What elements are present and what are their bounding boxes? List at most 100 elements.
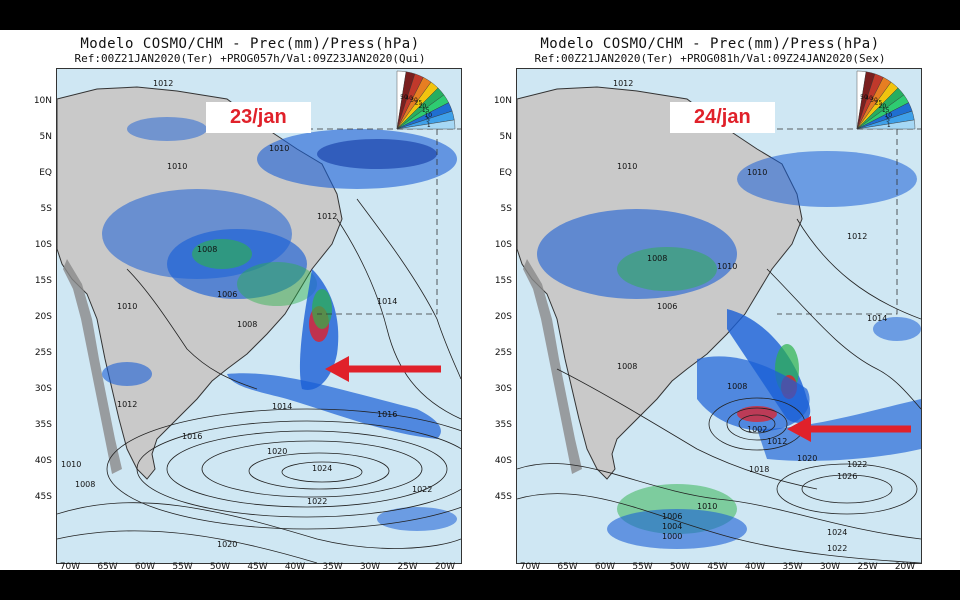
isobar-label: 1012 (847, 232, 867, 241)
isobar-label: 1012 (153, 79, 173, 88)
isobar-label: 1024 (312, 464, 332, 473)
isobar-label: 1010 (167, 162, 187, 171)
latitude-tick: 15S (34, 276, 52, 286)
isobar-labels: 1012 1010 1010 1012 1008 1006 1008 1010 … (61, 79, 432, 549)
isobar-lines (57, 198, 461, 563)
panel-title: Modelo COSMO/CHM - Prec(mm)/Press(hPa) (80, 36, 420, 52)
isobar-label: 1024 (827, 528, 847, 537)
legend-value: 25 (415, 100, 423, 107)
legend-value: 50 (860, 94, 868, 101)
latitude-axis: 10N 5N EQ 5S 10S 15S 20S 25S 30S 35S 40S 45S (480, 68, 514, 562)
legend-value: 15 (882, 107, 890, 114)
longitude-tick: 60W (134, 562, 156, 572)
longitude-tick: 35W (782, 562, 803, 572)
longitude-axis: 70W 65W 60W 55W 50W 45W 40W 35W 30W 25W 20W (56, 562, 460, 576)
longitude-tick: 20W (434, 562, 456, 572)
latitude-tick: 5N (499, 132, 512, 142)
latitude-tick: 30S (34, 384, 52, 394)
isobar-label: 1022 (847, 460, 867, 469)
longitude-tick: 65W (97, 562, 118, 572)
isobar-label: 1002 (747, 425, 767, 434)
isobar-label: 1014 (867, 314, 887, 323)
isobar-label: 1008 (75, 480, 95, 489)
latitude-tick: 30S (494, 384, 512, 394)
latitude-tick: 40S (34, 456, 52, 466)
legend-value: 20 (419, 103, 427, 110)
longitude-tick: 50W (209, 562, 231, 572)
date-label: 24/jan (670, 102, 775, 133)
legend-value: 30 (410, 97, 418, 104)
latitude-tick: 45S (494, 492, 512, 502)
isobar-labels: 1012 1010 1010 1012 1008 1006 1010 1008 … (613, 79, 887, 553)
legend-value: 15 (422, 107, 430, 114)
latitude-tick: 10S (494, 240, 512, 250)
map-panel-right: Modelo COSMO/CHM - Prec(mm)/Press(hPa) R… (480, 30, 940, 572)
longitude-tick: 30W (359, 562, 381, 572)
isobar-label: 1014 (272, 402, 292, 411)
date-label: 23/jan (206, 102, 311, 133)
latitude-tick: 15S (494, 276, 512, 286)
isobar-label: 1016 (377, 410, 397, 419)
precipitation-areas (102, 117, 457, 531)
isobar-label: 1012 (767, 437, 787, 446)
longitude-tick: 25W (857, 562, 878, 572)
highlight-arrow (325, 356, 441, 382)
longitude-tick: 25W (397, 562, 418, 572)
isobar-label: 1008 (647, 254, 667, 263)
latitude-tick: 40S (494, 456, 512, 466)
latitude-tick: 5S (40, 204, 52, 214)
isobar-label: 1012 (613, 79, 633, 88)
isobar-label: 1020 (217, 540, 237, 549)
legend-value: 5 (886, 117, 890, 124)
isobar-label: 1022 (827, 544, 847, 553)
isobar-label: 1010 (269, 144, 289, 153)
latitude-tick: 10S (34, 240, 52, 250)
legend-value: 10 (424, 112, 432, 119)
precipitation-map: 1012 1010 1010 1012 1008 1006 1010 1008 … (516, 68, 922, 564)
legend-value: 25 (875, 100, 883, 107)
legend-swatch (396, 119, 456, 130)
panel-reference: Ref:00Z21JAN2020(Ter) +PROG081h/Val:09Z2… (534, 52, 886, 65)
longitude-tick: 30W (819, 562, 841, 572)
longitude-tick: 60W (594, 562, 616, 572)
isobar-label: 1006 (657, 302, 677, 311)
latitude-axis: 10N 5N EQ 5S 10S 15S 20S 25S 30S 35S 40S 45S (20, 68, 54, 562)
legend-value: 30 (870, 97, 878, 104)
latitude-tick: 10N (33, 96, 52, 106)
longitude-tick: 35W (322, 562, 343, 572)
isobar-label: 1010 (117, 302, 137, 311)
latitude-tick: 35S (494, 420, 512, 430)
isobar-label: 1004 (662, 522, 682, 531)
isobar-label: 1014 (377, 297, 397, 306)
longitude-tick: 55W (172, 562, 193, 572)
longitude-tick: 65W (557, 562, 578, 572)
figure-canvas: Modelo COSMO/CHM - Prec(mm)/Press(hPa) R… (0, 30, 960, 572)
isobar-label: 1008 (727, 382, 747, 391)
legend-value: 10 (884, 112, 892, 119)
longitude-tick: 45W (247, 562, 268, 572)
legend-value: 1 (887, 122, 891, 129)
legend-swatch (856, 119, 916, 130)
latitude-tick: 25S (34, 348, 52, 358)
latitude-tick: 20S (494, 312, 512, 322)
isobar-label: 1012 (317, 212, 337, 221)
longitude-tick: 20W (894, 562, 916, 572)
isobar-label: 1006 (662, 512, 682, 521)
latitude-tick: EQ (499, 168, 512, 178)
longitude-tick: 70W (519, 562, 541, 572)
isobar-label: 1010 (717, 262, 737, 271)
isobar-label: 1010 (747, 168, 767, 177)
isobar-label: 1010 (697, 502, 717, 511)
isobar-label: 1018 (749, 465, 769, 474)
longitude-tick: 55W (632, 562, 653, 572)
precipitation-map: 1012 1010 1010 1012 1008 1006 1008 1010 … (56, 68, 462, 564)
legend-value: 20 (879, 103, 887, 110)
longitude-tick: 70W (59, 562, 81, 572)
longitude-tick: 40W (744, 562, 766, 572)
isobar-label: 1000 (662, 532, 682, 541)
latitude-tick: 5S (500, 204, 512, 214)
latitude-tick: 20S (34, 312, 52, 322)
latitude-tick: EQ (39, 168, 52, 178)
